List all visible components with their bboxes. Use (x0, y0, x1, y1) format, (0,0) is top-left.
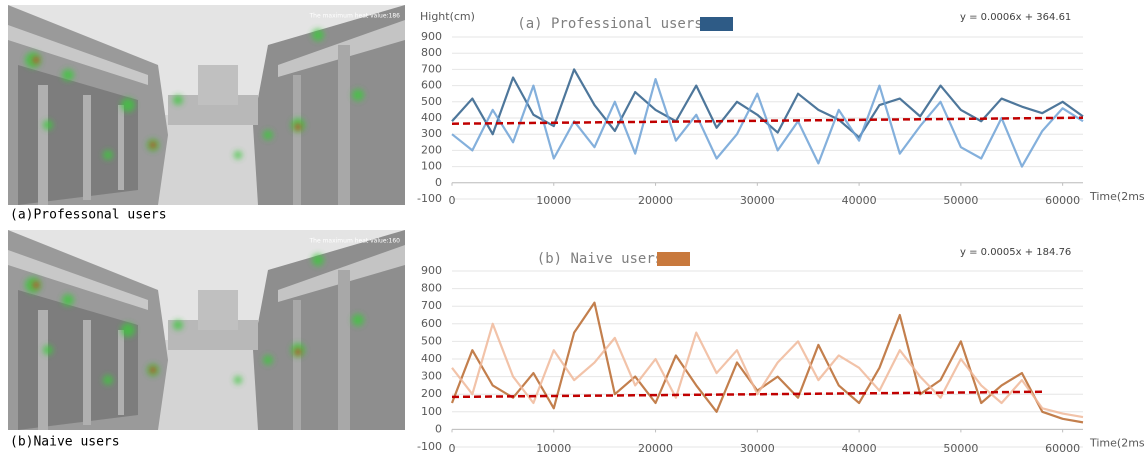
x-tick-label: 60000 (1045, 194, 1080, 207)
y-tick-label: 100 (421, 405, 442, 418)
x-tick-label: 50000 (943, 194, 978, 207)
image-caption: (a)Professonal users (10, 208, 167, 223)
y-tick-label: 200 (421, 143, 442, 156)
y-tick-label: 600 (421, 79, 442, 92)
image-caption: (b)Naive users (10, 435, 120, 450)
y-tick-label: 0 (435, 422, 442, 435)
data-line (450, 301, 1084, 424)
y-tick-label: 900 (421, 264, 442, 277)
x-tick-label: 20000 (638, 194, 673, 207)
x-tick-label: 0 (449, 442, 456, 455)
y-tick-label: 500 (421, 95, 442, 108)
trendline-equation: y = 0.0005x + 184.76 (960, 247, 1071, 258)
x-tick-label: 10000 (536, 442, 571, 455)
image-overlay: The maximum heat value:160 (309, 238, 401, 245)
x-tick-label: 30000 (740, 194, 775, 207)
heatmap-image (8, 230, 405, 430)
y-tick-label: 800 (421, 46, 442, 59)
y-tick-label: -100 (417, 192, 442, 205)
y-tick-label: 100 (421, 160, 442, 173)
y-tick-label: 300 (421, 127, 442, 140)
trend-line (451, 116, 1084, 125)
data-line (451, 322, 1084, 419)
image-overlay: The maximum heat value:186 (309, 13, 401, 20)
x-tick-label: 10000 (536, 194, 571, 207)
y-tick-label: 800 (421, 282, 442, 295)
y-tick-label: 200 (421, 387, 442, 400)
data-line (451, 68, 1084, 139)
y-tick-label: 900 (421, 30, 442, 43)
chart-title: (b) Naive users (537, 251, 663, 267)
y-tick-label: 600 (421, 317, 442, 330)
chart-title: (a) Professional users (517, 16, 702, 32)
data-line (451, 78, 1084, 168)
legend-swatch (700, 17, 733, 31)
y-tick-label: 400 (421, 352, 442, 365)
x-tick-label: 50000 (943, 442, 978, 455)
trendline-equation: y = 0.0006x + 364.61 (960, 12, 1071, 23)
x-tick-label: 40000 (842, 194, 877, 207)
y-tick-label: 700 (421, 62, 442, 75)
legend-swatch (657, 252, 690, 266)
heatmap-image (8, 5, 405, 205)
y-tick-label: 700 (421, 299, 442, 312)
x-tick-label: 0 (449, 194, 456, 207)
y-axis-label: Hight(cm) (420, 10, 475, 23)
y-tick-label: 400 (421, 111, 442, 124)
y-tick-label: 500 (421, 334, 442, 347)
x-tick-label: 60000 (1045, 442, 1080, 455)
x-axis-label: Time(2ms) (1089, 190, 1145, 203)
y-tick-label: 0 (435, 176, 442, 189)
y-tick-label: -100 (417, 440, 442, 453)
x-axis-label: Time(2ms) (1089, 436, 1145, 449)
x-tick-label: 40000 (842, 442, 877, 455)
y-tick-label: 300 (421, 370, 442, 383)
x-tick-label: 20000 (638, 442, 673, 455)
x-tick-label: 30000 (740, 442, 775, 455)
